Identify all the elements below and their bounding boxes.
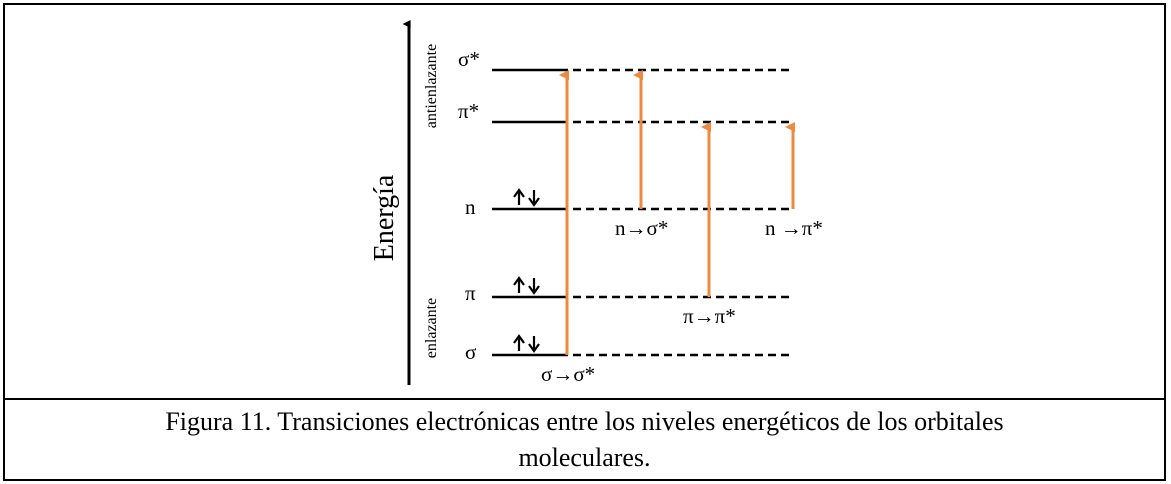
electron-pair-icon — [513, 276, 540, 295]
level-label-sigma: σ — [465, 340, 476, 364]
transition-label-n-sigma-star: n→σ* — [615, 216, 668, 240]
transition-label-n-pi-star: n →π* — [765, 216, 823, 240]
electron-pair-icon — [513, 188, 540, 207]
level-label-n: n — [465, 195, 476, 219]
level-label-pi: π — [465, 281, 476, 305]
figure-frame — [3, 3, 1166, 481]
orbital-diagram: Energía antienlazante enlazante σ* π* n … — [369, 20, 823, 386]
level-label-pi-star: π* — [458, 99, 479, 123]
bonding-region-label: enlazante — [423, 298, 440, 358]
caption-line-1: Figura 11. Transiciones electrónicas ent… — [165, 407, 1004, 436]
transition-label-sigma-sigma-star: σ→σ* — [541, 362, 595, 386]
caption-line-2: moleculares. — [518, 443, 651, 472]
energy-axis-label: Energía — [369, 174, 400, 261]
transition-label-pi-pi-star: π→π* — [683, 304, 736, 328]
caption-divider — [3, 398, 1166, 400]
level-label-sigma-star: σ* — [458, 47, 480, 71]
antibonding-region-label: antienlazante — [423, 44, 440, 128]
figure-caption: Figura 11. Transiciones electrónicas ent… — [5, 404, 1164, 476]
electron-pair-icon — [513, 334, 540, 353]
